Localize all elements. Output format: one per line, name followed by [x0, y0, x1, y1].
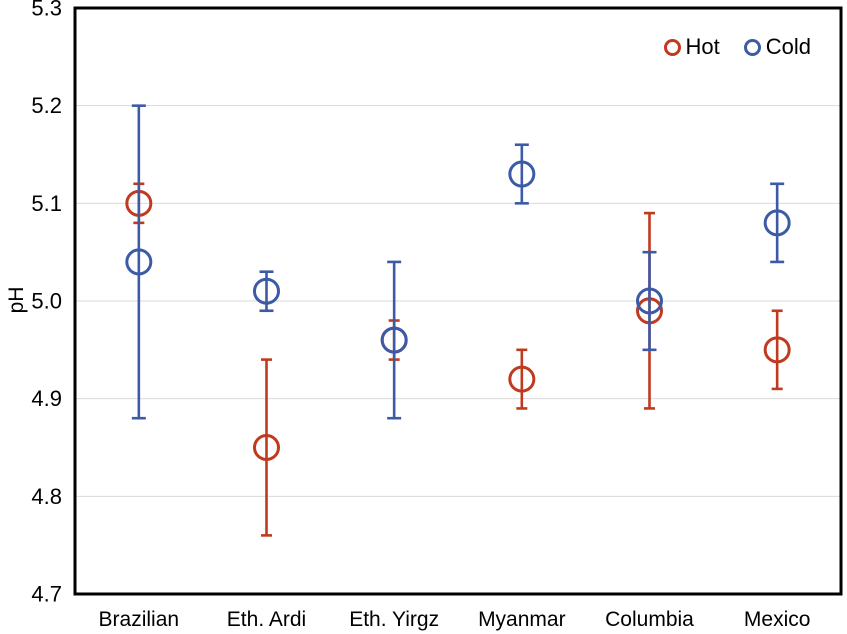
legend: Hot Cold [663, 34, 811, 60]
cold-marker-4 [636, 287, 663, 315]
legend-label-hot: Hot [685, 34, 720, 59]
hot-series-marker-icon [663, 38, 681, 56]
y-tick-label: 4.7 [31, 582, 62, 607]
plot-border [73, 6, 843, 596]
x-category-label: Myanmar [478, 608, 566, 631]
cold-marker-5 [763, 209, 791, 237]
y-tick-label: 4.8 [31, 484, 62, 509]
y-tick-label: 5.2 [31, 93, 62, 118]
cold-marker-1 [253, 277, 280, 305]
y-tick-label: 5.0 [31, 289, 62, 314]
cold-marker-0 [125, 248, 153, 276]
legend-item-cold: Cold [743, 34, 811, 60]
x-category-label: Columbia [605, 608, 694, 631]
cold-series-marker-icon [743, 38, 761, 56]
x-category-label: Eth. Yirgz [349, 608, 439, 631]
x-category-label: Eth. Ardi [227, 608, 306, 631]
cold-marker-3 [508, 160, 536, 188]
y-axis-title: pH [5, 286, 28, 314]
legend-label-cold: Cold [765, 34, 811, 59]
legend-item-hot: Hot [663, 34, 720, 60]
hot-marker-3 [508, 365, 536, 393]
cold-marker-2 [380, 326, 408, 354]
y-tick-label: 5.1 [31, 191, 62, 216]
x-category-label: Brazilian [99, 608, 180, 631]
x-category-label: Mexico [744, 608, 811, 631]
y-tick-label: 4.9 [31, 386, 62, 411]
y-tick-label: 5.3 [31, 0, 62, 21]
hot-marker-1 [253, 434, 280, 461]
hot-marker-5 [763, 336, 791, 364]
